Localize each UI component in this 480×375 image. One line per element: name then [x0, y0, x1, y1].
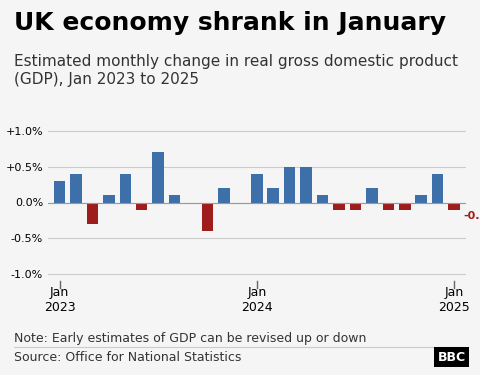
Text: -0.1%: -0.1% — [463, 211, 480, 221]
Bar — [432, 174, 444, 202]
Bar — [153, 152, 164, 202]
Bar — [86, 202, 98, 224]
Bar — [120, 174, 131, 202]
Bar — [317, 195, 328, 202]
Bar — [383, 202, 394, 210]
Bar — [267, 188, 279, 202]
Bar — [416, 195, 427, 202]
Bar — [284, 167, 295, 202]
Text: Source: Office for National Statistics: Source: Office for National Statistics — [14, 351, 242, 364]
Bar — [350, 202, 361, 210]
Bar — [251, 174, 263, 202]
Bar — [366, 188, 378, 202]
Bar — [202, 202, 213, 231]
Bar — [103, 195, 115, 202]
Bar — [136, 202, 147, 210]
Text: Note: Early estimates of GDP can be revised up or down: Note: Early estimates of GDP can be revi… — [14, 332, 367, 345]
Bar — [333, 202, 345, 210]
Bar — [218, 188, 229, 202]
Bar — [300, 167, 312, 202]
Bar — [54, 181, 65, 203]
Bar — [399, 202, 410, 210]
Text: UK economy shrank in January: UK economy shrank in January — [14, 11, 446, 35]
Text: BBC: BBC — [437, 351, 466, 364]
Bar — [169, 195, 180, 202]
Bar — [70, 174, 82, 202]
Bar — [448, 202, 460, 210]
Text: Estimated monthly change in real gross domestic product
(GDP), Jan 2023 to 2025: Estimated monthly change in real gross d… — [14, 54, 458, 87]
